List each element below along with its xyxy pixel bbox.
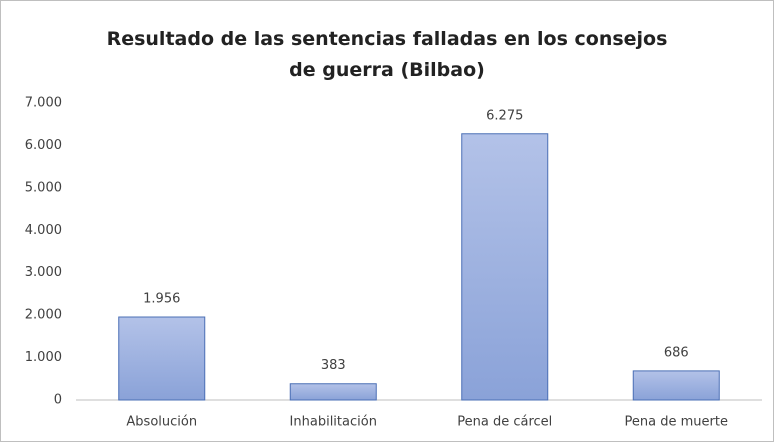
data-label: 1.956 <box>143 292 180 307</box>
y-tick-label: 7.000 <box>25 96 62 111</box>
bar <box>632 370 720 401</box>
y-tick-label: 6.000 <box>25 138 62 153</box>
x-tick-label: Pena de muerte <box>625 415 728 430</box>
bar <box>461 133 549 401</box>
chart-title: Resultado de las sentencias falladas en … <box>106 28 668 81</box>
data-label: 6.275 <box>486 108 523 123</box>
data-label: 686 <box>664 345 689 360</box>
x-tick-label: Inhabilitación <box>290 415 377 430</box>
y-tick-label: 5.000 <box>25 180 62 195</box>
x-tick-label: Pena de cárcel <box>457 415 552 430</box>
data-label: 383 <box>321 358 346 373</box>
y-tick-label: 1.000 <box>25 350 62 365</box>
bar <box>118 316 206 401</box>
y-tick-label: 4.000 <box>25 223 62 238</box>
y-tick-label: 2.000 <box>25 308 62 323</box>
y-tick-label: 0 <box>54 393 62 408</box>
y-tick-label: 3.000 <box>25 265 62 280</box>
x-tick-label: Absolución <box>126 415 197 430</box>
bar <box>289 383 377 401</box>
